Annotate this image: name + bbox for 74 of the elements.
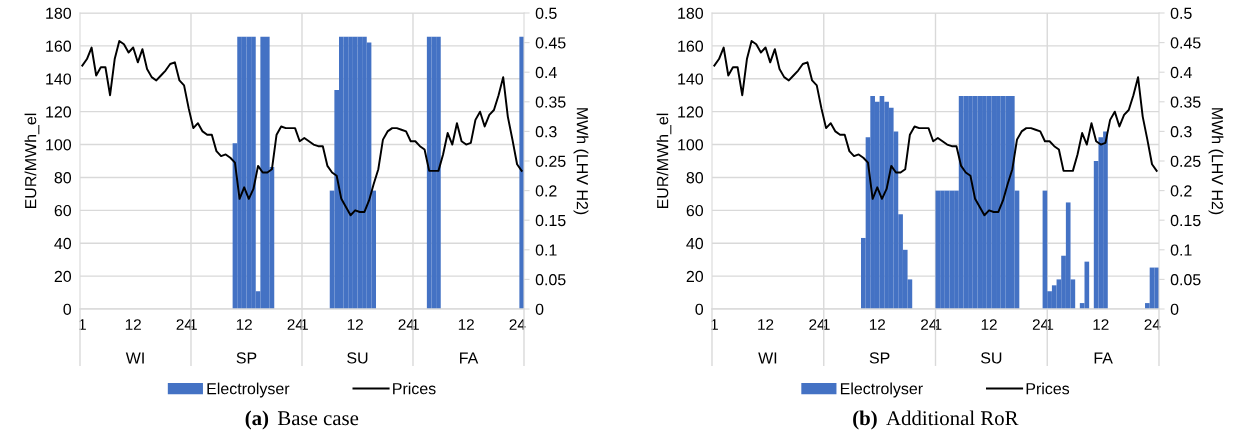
x-tick-label: 12 [1093, 319, 1109, 330]
y2-axis-title: MWh (LHV H2) [573, 108, 589, 215]
y2-tick-label: 0.3 [535, 126, 557, 138]
y-tick-label: 180 [678, 7, 704, 19]
x-tick-label: 24 [809, 319, 826, 330]
text: WI [125, 352, 144, 364]
y-axis-title: EUR/MWh_el [656, 113, 672, 209]
y-tick-label: 140 [46, 73, 72, 85]
y2-tick-label: 0.45 [535, 37, 566, 49]
legend-label: Prices [393, 382, 436, 395]
y-tick-label: 0 [695, 303, 704, 315]
x-tick-label: 1 [711, 319, 718, 330]
y2-tick-label: 0.5 [535, 7, 557, 19]
text: (b) Additional RoR [853, 410, 1019, 430]
x-tick-label: 12 [758, 319, 774, 330]
x-tick-label: 24 [921, 319, 937, 330]
y-tick-label: 100 [678, 139, 704, 151]
y-tick-label: 40 [54, 237, 72, 250]
y-tick-label: 100 [46, 139, 72, 151]
x-tick-label: 12 [125, 319, 141, 330]
y-tick-label: 60 [686, 204, 704, 217]
y-tick-label: 120 [678, 106, 704, 118]
text: FA [1094, 352, 1113, 364]
y-tick-label: 40 [686, 237, 704, 250]
y2-tick-label: 0.35 [535, 96, 566, 108]
y-axis-title: EUR/MWh_el [24, 113, 40, 209]
legend-label: Electrolyser [840, 382, 923, 398]
y-tick-label: 160 [46, 40, 72, 52]
y2-tick-label: 0.3 [1170, 126, 1192, 138]
y-tick-label: 180 [46, 7, 72, 19]
y2-tick-label: 0.4 [1170, 66, 1192, 79]
y2-axis-title: MWh (LHV H2) [1208, 108, 1224, 215]
y-tick-label: 60 [54, 204, 72, 217]
x-tick-label: 24 [509, 319, 526, 330]
text: SP [869, 352, 890, 364]
y2-tick-label: 0.4 [535, 66, 557, 79]
x-tick-label: 12 [458, 319, 474, 330]
text: FA [460, 352, 479, 364]
x-tick-label: 12 [347, 319, 363, 330]
y-tick-label: 80 [54, 172, 72, 184]
x-tick-label: 24 [1144, 319, 1161, 330]
text: SP [236, 352, 257, 364]
y-tick-label: 80 [686, 172, 704, 184]
y-tick-label: 120 [46, 106, 72, 118]
y2-tick-label: 0.35 [1170, 96, 1201, 108]
legend-label: Electrolyser [207, 382, 290, 398]
legend-label: Prices [1026, 382, 1070, 395]
y2-tick-label: 0.2 [1170, 185, 1192, 197]
y-tick-label: 20 [686, 270, 704, 283]
x-tick-label: 12 [981, 319, 997, 330]
text: (a) Base case [245, 410, 359, 430]
text: SU [981, 352, 1002, 364]
y2-tick-label: 0.2 [535, 185, 557, 197]
y-tick-label: 160 [678, 40, 704, 52]
y-tick-label: 140 [678, 73, 704, 85]
y-tick-label: 0 [63, 303, 72, 315]
y-tick-label: 20 [54, 270, 72, 283]
y2-tick-label: 0.05 [1170, 274, 1201, 286]
text: SU [347, 352, 368, 364]
y2-tick-label: 0.25 [1170, 155, 1201, 167]
y2-tick-label: 0 [1170, 303, 1179, 315]
y2-tick-label: 0.15 [535, 214, 566, 227]
y2-tick-label: 0.5 [1170, 7, 1192, 19]
y2-tick-label: 0.25 [535, 155, 566, 167]
y2-tick-label: 0.45 [1170, 37, 1201, 49]
y2-tick-label: 0.1 [535, 244, 557, 256]
y2-tick-label: 0.15 [1170, 214, 1201, 227]
y2-tick-label: 0 [535, 303, 544, 315]
text: WI [758, 352, 777, 364]
x-tick-label: 12 [236, 319, 252, 330]
x-tick-label: 12 [869, 319, 886, 330]
y2-tick-label: 0.05 [535, 274, 566, 286]
y2-tick-label: 0.1 [1170, 244, 1192, 256]
x-tick-label: 1 [79, 319, 86, 330]
